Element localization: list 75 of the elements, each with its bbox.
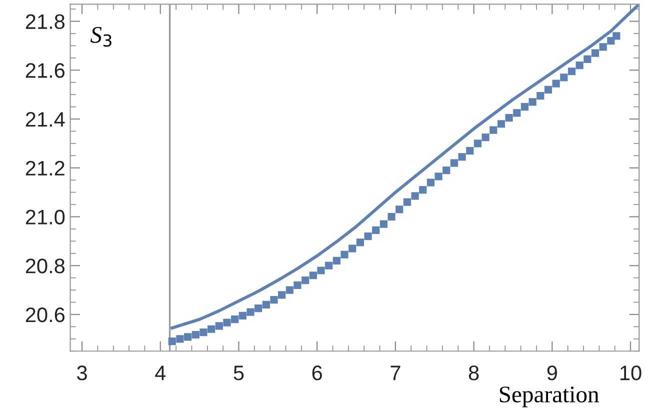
x-tick-label: 10 xyxy=(620,366,642,380)
point xyxy=(396,206,404,214)
point xyxy=(184,333,192,341)
point xyxy=(176,335,184,343)
point xyxy=(254,304,262,312)
point xyxy=(223,318,231,326)
point xyxy=(474,140,482,148)
point xyxy=(231,316,239,324)
x-tick-label: 6 xyxy=(312,366,322,380)
x-tick-label: 7 xyxy=(390,366,400,380)
point xyxy=(356,238,364,246)
x-tick-label: 3 xyxy=(77,366,87,380)
annotation: S$_{3}$ xyxy=(90,27,112,47)
point xyxy=(340,250,348,258)
x-tick-label: 5 xyxy=(234,366,244,380)
point xyxy=(591,49,600,57)
point xyxy=(552,80,560,88)
y-tick-label: 21.6 xyxy=(26,63,65,78)
y-tick-label: 20.8 xyxy=(26,258,65,274)
point xyxy=(497,120,506,128)
point xyxy=(536,92,544,100)
point xyxy=(466,146,474,155)
point xyxy=(450,159,458,167)
point xyxy=(560,74,568,82)
point xyxy=(238,312,246,320)
point xyxy=(490,126,498,134)
point xyxy=(192,330,200,339)
point xyxy=(380,220,388,228)
point xyxy=(364,232,372,240)
point xyxy=(208,325,216,333)
point xyxy=(215,322,223,330)
y-tick-label: 21.2 xyxy=(26,160,64,176)
point xyxy=(309,272,317,280)
point xyxy=(568,68,576,76)
point xyxy=(246,308,254,316)
point xyxy=(388,212,396,221)
point xyxy=(317,266,325,274)
point xyxy=(294,281,302,289)
point xyxy=(262,300,270,308)
point xyxy=(302,276,310,284)
x-tick-label: 4 xyxy=(155,366,166,380)
y-tick-label: 20.6 xyxy=(26,307,65,322)
point xyxy=(286,286,294,294)
point xyxy=(200,328,208,336)
point xyxy=(372,226,380,234)
point xyxy=(599,43,607,51)
point xyxy=(426,178,435,186)
point xyxy=(520,102,529,111)
point xyxy=(505,114,513,122)
y-tick-label: 21.4 xyxy=(26,112,65,127)
line-series xyxy=(170,4,640,330)
point xyxy=(411,192,419,200)
point xyxy=(513,109,521,117)
x-axis-title: Separation xyxy=(500,386,599,408)
point xyxy=(403,198,412,206)
x-tick-label: 9 xyxy=(547,366,557,380)
point xyxy=(482,134,490,142)
point xyxy=(458,153,466,161)
point xyxy=(528,98,536,106)
point xyxy=(576,61,584,70)
y-tick-label: 21.0 xyxy=(26,210,65,224)
point xyxy=(332,256,340,265)
point xyxy=(612,32,620,40)
point xyxy=(584,55,592,63)
point xyxy=(419,186,427,194)
point xyxy=(348,244,356,252)
point xyxy=(270,296,278,304)
point xyxy=(544,86,552,94)
point xyxy=(325,262,333,270)
x-tick-label: 8 xyxy=(468,366,479,380)
y-tick-label: 21.8 xyxy=(26,14,65,30)
point xyxy=(168,338,176,346)
point xyxy=(434,172,442,180)
point xyxy=(442,166,450,174)
point xyxy=(278,291,286,299)
